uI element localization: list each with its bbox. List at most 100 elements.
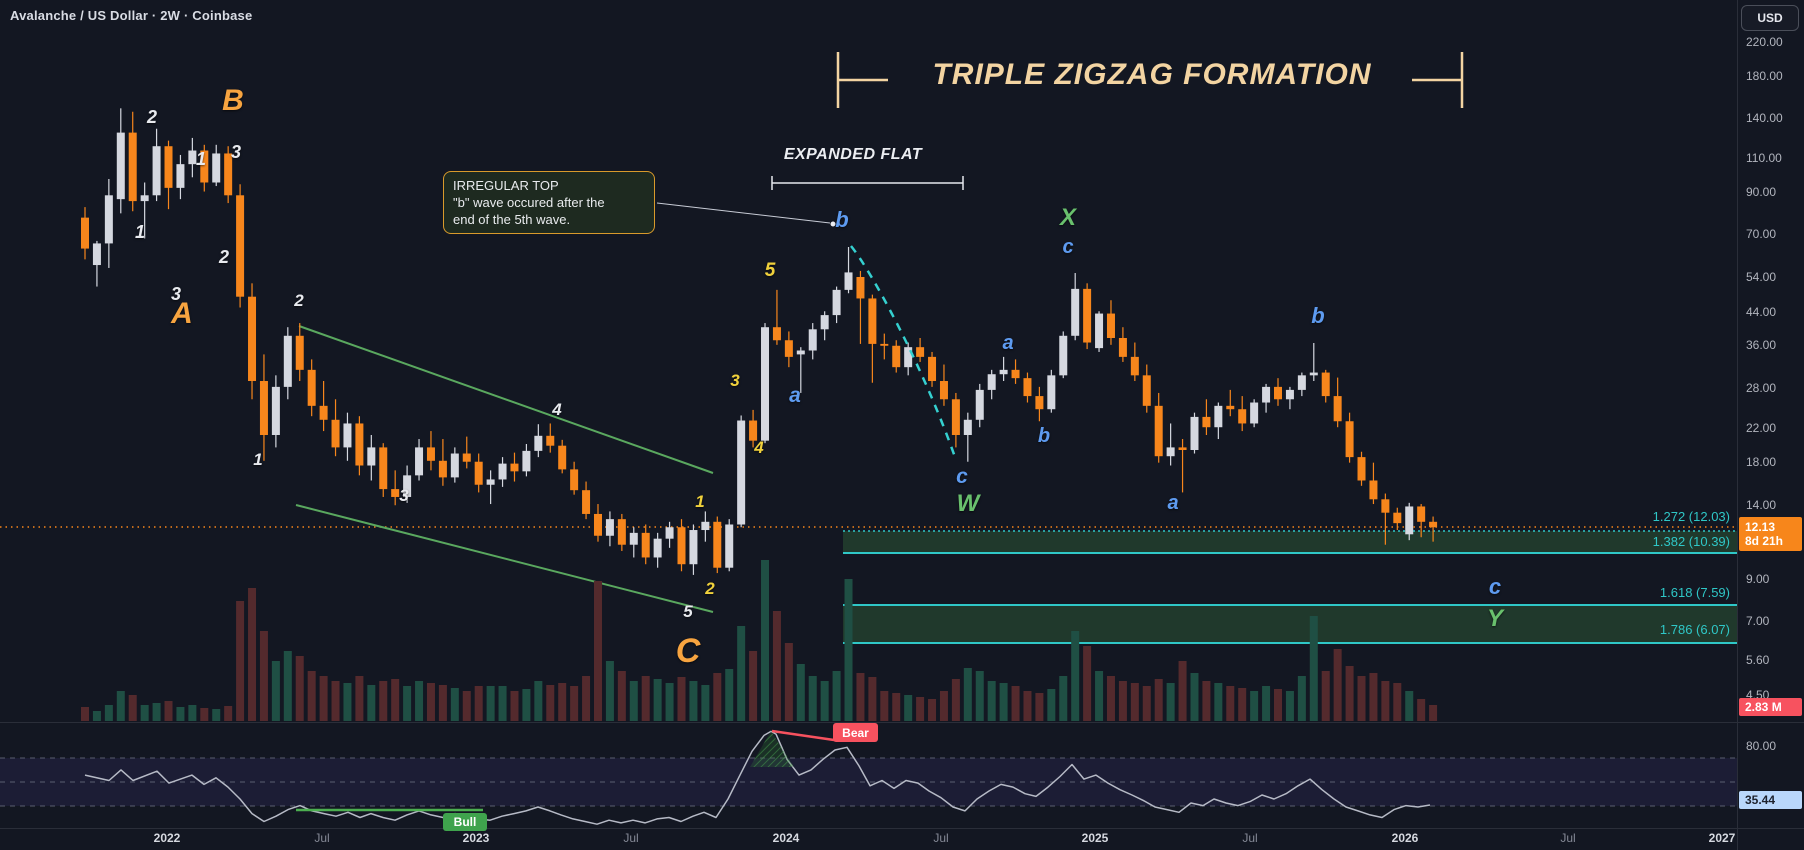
wave-label-2[interactable]: 2 — [705, 579, 715, 599]
volume-bar — [1226, 686, 1235, 721]
candle-body — [1381, 499, 1390, 513]
wave-label-2[interactable]: 2 — [146, 106, 157, 127]
volume-bar — [832, 671, 841, 721]
volume-bar — [355, 676, 364, 721]
candle-body — [951, 399, 960, 436]
wave-label-a[interactable]: a — [1002, 331, 1014, 354]
volume-bar — [1202, 681, 1211, 721]
wave-label-b[interactable]: b — [835, 207, 849, 233]
volume-bar — [498, 686, 507, 721]
wave-label-3[interactable]: 3 — [730, 371, 740, 391]
candle-body — [975, 389, 984, 420]
channel-trendline-lower[interactable] — [295, 504, 714, 613]
time-tick: 2025 — [1081, 831, 1109, 845]
wave-label-X[interactable]: X — [1059, 204, 1076, 232]
candle-body — [1190, 416, 1199, 450]
wave-label-Y[interactable]: Y — [1486, 605, 1503, 633]
wave-label-1[interactable]: 1 — [195, 148, 206, 169]
volume-bar — [653, 679, 662, 721]
volume-bar — [808, 676, 817, 721]
irregular-top-callout[interactable]: IRREGULAR TOP "b" wave occured after the… — [443, 171, 655, 234]
wave-label-a[interactable]: a — [789, 383, 801, 407]
bear-signal-badge[interactable]: Bear — [833, 723, 878, 742]
volume-bar — [331, 681, 340, 721]
volume-bar — [820, 681, 829, 721]
price-tick: 110.00 — [1746, 151, 1782, 165]
volume-bar — [200, 708, 209, 721]
callout-line-1: IRREGULAR TOP — [453, 178, 559, 193]
wave-label-W[interactable]: W — [956, 490, 980, 518]
volume-bar — [1130, 683, 1139, 721]
volume-bar — [617, 671, 626, 721]
volume-bar — [546, 685, 555, 721]
wave-label-c[interactable]: c — [956, 464, 968, 488]
wave-label-1[interactable]: 1 — [134, 221, 145, 242]
bear-divergence-line[interactable] — [771, 729, 835, 742]
wave-label-4[interactable]: 4 — [754, 438, 764, 458]
volume-bar — [772, 611, 781, 721]
expanded-flat-annotation[interactable]: EXPANDED FLAT — [783, 146, 923, 163]
candle-body — [629, 532, 638, 545]
fib-level-label-1272: 1.272 (12.03) — [1652, 509, 1730, 524]
volume-bar — [1345, 666, 1354, 721]
volume-bar — [259, 631, 268, 721]
wave-label-5[interactable]: 5 — [764, 260, 776, 282]
wave-label-5[interactable]: 5 — [683, 602, 693, 622]
volume-bar — [916, 697, 925, 721]
wave-label-b[interactable]: b — [1037, 424, 1051, 447]
candle-body — [152, 146, 161, 196]
wave-label-c[interactable]: c — [1488, 574, 1502, 600]
volume-bar — [939, 691, 948, 721]
candle-body — [1047, 375, 1056, 410]
wave-label-1[interactable]: 1 — [695, 492, 705, 512]
wave-label-4[interactable]: 4 — [552, 400, 562, 420]
candle-body — [1357, 457, 1366, 481]
volume-bar — [784, 643, 793, 721]
candle-body — [81, 217, 89, 249]
symbol-title[interactable]: Avalanche / US Dollar · 2W · Coinbase — [10, 8, 253, 23]
volume-bar — [1321, 671, 1330, 721]
candle-body — [212, 153, 221, 183]
volume-bar — [975, 671, 984, 721]
wave-label-3[interactable]: 3 — [399, 486, 409, 506]
wave-label-A[interactable]: A — [171, 297, 193, 331]
chart-title-annotation[interactable]: TRIPLE ZIGZAG FORMATION — [932, 58, 1372, 91]
wave-label-3[interactable]: 3 — [230, 141, 241, 162]
wave-label-2[interactable]: 2 — [294, 291, 304, 311]
abc-projection-curve[interactable] — [850, 245, 958, 461]
candle-body — [617, 519, 626, 545]
wave-label-b[interactable]: b — [1311, 303, 1325, 329]
candle-body — [1106, 313, 1115, 339]
bull-signal-badge[interactable]: Bull — [443, 813, 487, 831]
wave-label-a[interactable]: a — [1167, 491, 1179, 514]
wave-label-3[interactable]: 3 — [170, 283, 181, 304]
candle-body — [904, 347, 913, 368]
candle-body — [104, 195, 113, 244]
volume-bar — [1369, 673, 1378, 721]
callout-anchor-dot — [830, 221, 836, 227]
wave-label-2[interactable]: 2 — [218, 246, 229, 267]
volume-bar — [1190, 673, 1199, 721]
volume-bar — [1118, 681, 1127, 721]
price-tick: 220.00 — [1746, 35, 1783, 49]
volume-bar — [570, 686, 579, 721]
volume-bar — [1285, 691, 1294, 721]
candle-body — [570, 469, 579, 491]
currency-toggle-button[interactable]: USD — [1741, 5, 1799, 31]
wave-label-B[interactable]: B — [222, 84, 244, 118]
candle-body — [1095, 313, 1104, 349]
price-tick: 36.00 — [1746, 338, 1777, 352]
volume-bar — [737, 626, 746, 721]
candle-body — [450, 453, 459, 478]
wave-label-C[interactable]: C — [675, 631, 701, 670]
wave-label-1[interactable]: 1 — [253, 450, 263, 470]
wave-label-c[interactable]: c — [1062, 235, 1074, 258]
volume-bar — [1095, 671, 1104, 721]
price-tick: 54.00 — [1746, 270, 1777, 284]
candle-body — [713, 521, 722, 568]
candle-body — [307, 369, 316, 406]
volume-bar — [415, 681, 424, 721]
callout-connector-line — [656, 202, 831, 224]
channel-trendline-upper[interactable] — [298, 325, 714, 474]
